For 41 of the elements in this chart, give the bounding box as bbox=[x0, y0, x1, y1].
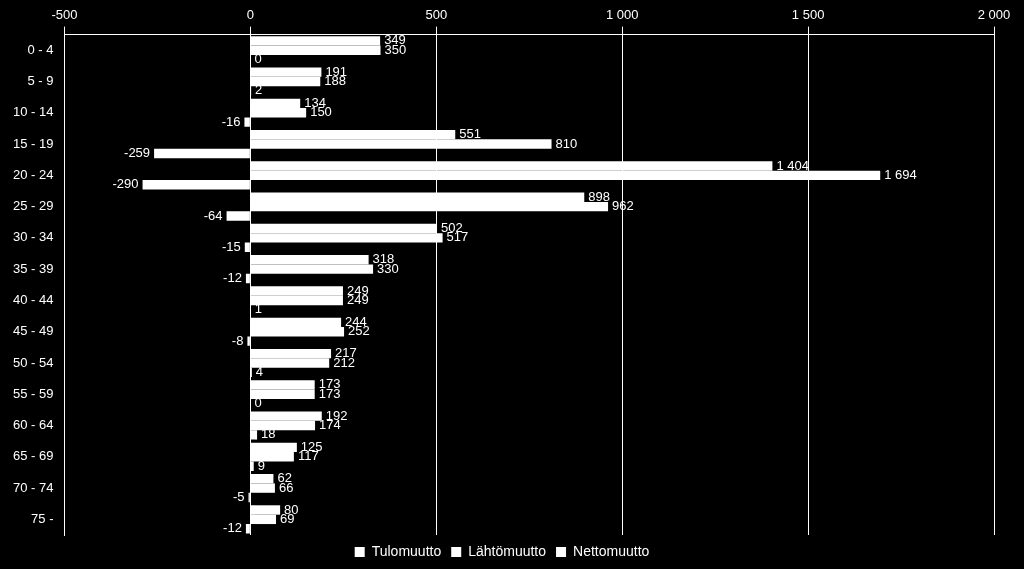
data-label: 4 bbox=[255, 363, 264, 379]
legend-label: Tulomuutto bbox=[371, 542, 442, 559]
y-tick-label: 65 - 69 bbox=[12, 448, 54, 464]
x-tick-label: 2 000 bbox=[977, 7, 1011, 23]
data-label: -12 bbox=[223, 270, 242, 286]
y-tick-label: 35 - 39 bbox=[12, 260, 54, 276]
data-label: 898 bbox=[588, 188, 610, 204]
data-label: -259 bbox=[124, 145, 151, 161]
data-label: -16 bbox=[221, 113, 241, 129]
data-label: -8 bbox=[231, 332, 244, 348]
data-label: -5 bbox=[232, 489, 245, 505]
x-tick-label: 1 500 bbox=[791, 7, 825, 23]
legend-label: Nettomuutto bbox=[573, 542, 650, 559]
x-tick-label: 500 bbox=[425, 7, 448, 23]
y-tick-label: 0 - 4 bbox=[27, 41, 54, 57]
data-label: 810 bbox=[555, 135, 578, 151]
x-tick-label: -500 bbox=[51, 7, 78, 23]
legend-label: Lähtömuutto bbox=[468, 542, 547, 559]
data-label: 9 bbox=[257, 457, 265, 473]
y-tick-label: 30 - 34 bbox=[12, 229, 54, 245]
y-tick-label: 75 - bbox=[31, 510, 54, 526]
y-tick-label: 45 - 49 bbox=[12, 323, 54, 339]
x-tick-label: 1 000 bbox=[605, 7, 639, 23]
y-tick-label: 70 - 74 bbox=[12, 479, 54, 495]
data-label: 1 694 bbox=[884, 166, 917, 182]
data-label: -290 bbox=[112, 176, 139, 192]
y-tick-label: 15 - 19 bbox=[12, 135, 54, 151]
y-tick-label: 25 - 29 bbox=[12, 198, 54, 214]
y-tick-label: 50 - 54 bbox=[12, 354, 54, 370]
y-tick-label: 10 - 14 bbox=[12, 104, 54, 120]
data-label: -12 bbox=[223, 520, 242, 536]
y-tick-label: 60 - 64 bbox=[12, 417, 54, 433]
x-tick-label: 0 bbox=[246, 7, 254, 23]
y-tick-label: 55 - 59 bbox=[12, 385, 54, 401]
data-label: 1 404 bbox=[776, 157, 809, 173]
data-label: 551 bbox=[459, 126, 481, 142]
y-tick-label: 20 - 24 bbox=[12, 166, 54, 182]
y-tick-label: 5 - 9 bbox=[27, 73, 54, 89]
y-tick-label: 40 - 44 bbox=[12, 292, 54, 308]
data-label: -15 bbox=[222, 238, 241, 254]
data-label: -64 bbox=[203, 207, 223, 223]
